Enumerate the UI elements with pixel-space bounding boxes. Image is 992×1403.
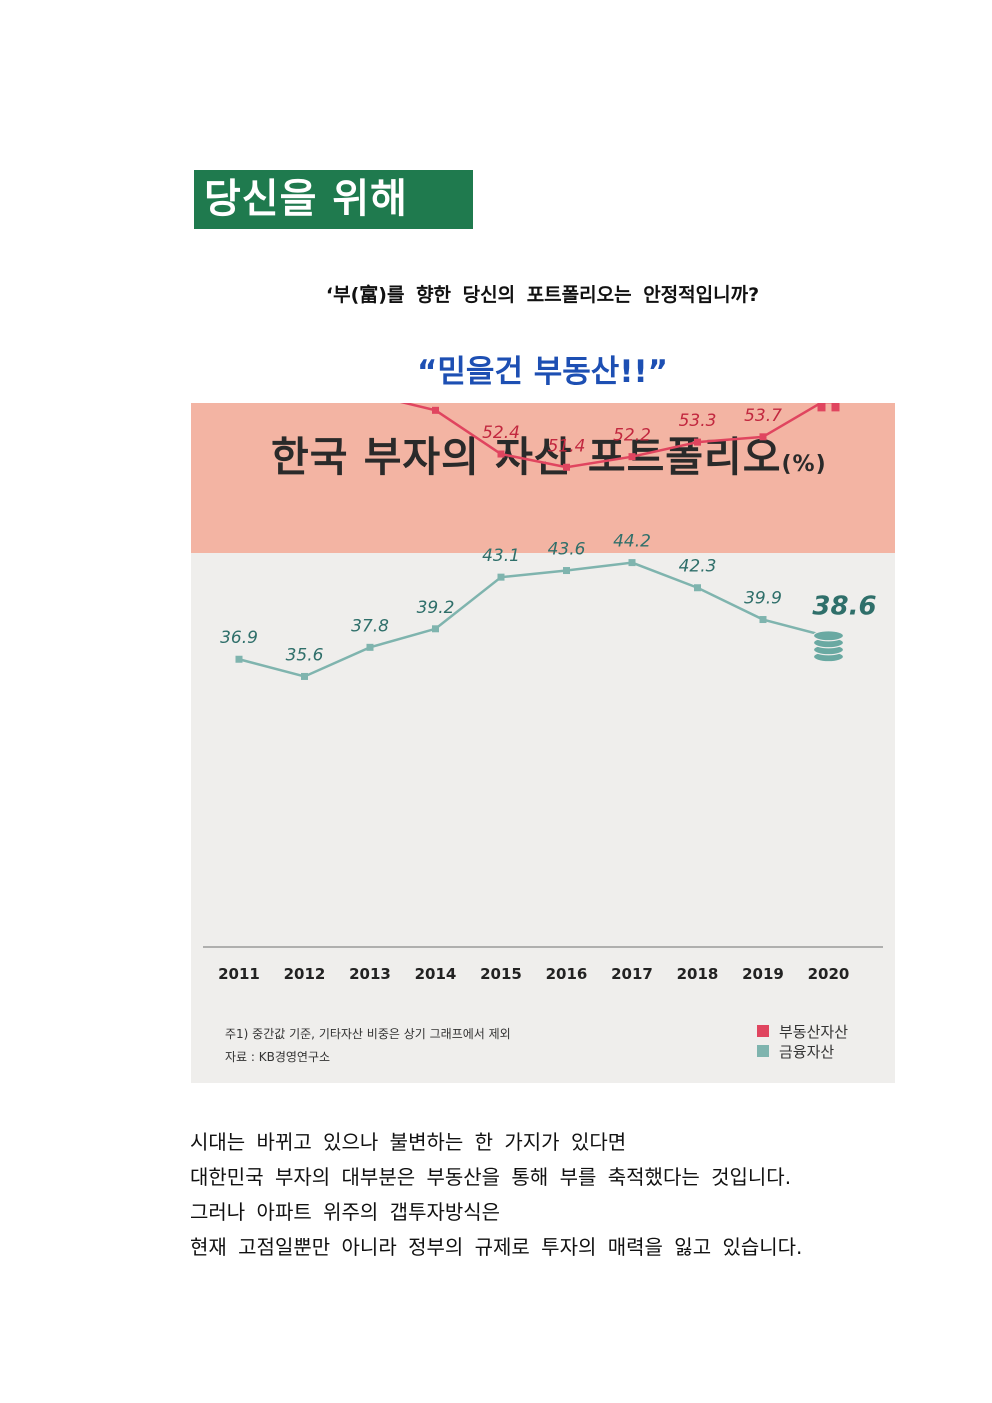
data-label: 53.3 (679, 411, 717, 431)
series-group: 58.159.556.955.752.451.452.253.353.756.6… (220, 403, 877, 680)
coin (812, 630, 845, 642)
data-point (694, 438, 701, 446)
x-tick-label: 2019 (742, 965, 784, 983)
data-label: 43.1 (482, 546, 520, 566)
body-line-1: 시대는 바뀌고 있으나 불변하는 한 가지가 있다면 (190, 1130, 627, 1154)
chart-card: 한국 부자의 자산 포트폴리오(%) 2011 2012 2013 2014 2015 2… (191, 403, 895, 1083)
series-line (238, 561, 829, 678)
data-point (759, 433, 767, 441)
data-point (497, 573, 505, 581)
legend-item-real-estate: 부동산자산 (757, 1021, 848, 1041)
line-chart: 2011 2012 2013 2014 2015 2016 2017 2018 2019 2020… (203, 403, 883, 983)
x-tick-label: 2020 (808, 965, 850, 983)
chart-source: 자료 : KB경영연구소 (225, 1050, 331, 1064)
data-label: 39.9 (744, 589, 782, 609)
body-paragraph: 시대는 바뀌고 있으나 불변하는 한 가지가 있다면 대한민국 부자의 대부분은… (190, 1125, 910, 1265)
chart-title-unit: (%) (781, 452, 827, 477)
data-label: 38.6 (812, 592, 876, 622)
legend-label-real-estate: 부동산자산 (779, 1022, 849, 1041)
body-line-2: 대한민국 부자의 대부분은 부동산을 통해 부를 축적했다는 것입니다. (190, 1165, 792, 1189)
data-point (366, 643, 374, 651)
chart-note: 주1) 중간값 기준, 기타자산 비중은 상기 그래프에서 제외 (225, 1027, 511, 1041)
legend-label-financial: 금융자산 (779, 1042, 835, 1061)
section-banner: 당신을 위해 (194, 170, 473, 229)
data-label: 44.2 (613, 532, 651, 552)
banner-title: 당신을 위해 (204, 176, 408, 222)
x-tick-labels: 2011 2012 2013 2014 2015 2016 2017 2018 2019 2020 (218, 965, 849, 983)
x-tick-label: 2016 (546, 965, 588, 983)
data-label: 52.4 (482, 423, 520, 443)
data-point (759, 616, 767, 624)
body-line-4: 현재 고점일뿐만 아니라 정부의 규제로 투자의 매력을 잃고 있습니다. (190, 1235, 803, 1259)
x-tick-label: 2017 (611, 965, 653, 983)
data-point (235, 655, 243, 663)
data-label: 36.9 (220, 628, 258, 648)
data-point (497, 450, 505, 458)
x-tick-label: 2015 (480, 965, 522, 983)
data-label: 51.4 (548, 436, 586, 456)
data-point (563, 567, 570, 575)
data-label: 37.8 (351, 616, 389, 636)
body-line-3: 그러나 아파트 위주의 갭투자방식은 (190, 1200, 501, 1224)
data-label: 43.6 (548, 540, 586, 560)
x-tick-label: 2012 (284, 965, 326, 983)
legend-item-financial: 금융자산 (757, 1041, 848, 1061)
data-point (301, 672, 308, 680)
house-shape (817, 403, 840, 412)
data-label: 52.2 (613, 426, 651, 446)
house-icon (817, 403, 840, 412)
coin-stack-icon (812, 630, 845, 663)
data-label: 53.7 (744, 406, 782, 426)
data-label: 35.6 (286, 645, 324, 665)
data-point (563, 463, 570, 471)
headline-quote: “믿을건 부동산!!” (417, 354, 668, 390)
data-label: 42.3 (679, 557, 717, 577)
data-point (432, 406, 439, 414)
x-tick-label: 2018 (677, 965, 719, 983)
x-tick-label: 2011 (218, 965, 260, 983)
data-point (628, 559, 636, 567)
data-point (694, 584, 701, 592)
data-label: 39.2 (417, 598, 455, 618)
x-tick-label: 2013 (349, 965, 391, 983)
headline-question: ‘부(富)를 향한 당신의 포트폴리오는 안정적입니까? (325, 284, 760, 306)
data-point (432, 625, 439, 633)
data-point (628, 453, 636, 461)
chart-legend: 부동산자산 금융자산 (757, 1021, 848, 1061)
legend-swatch-financial (757, 1045, 769, 1057)
legend-swatch-real-estate (757, 1025, 769, 1037)
x-tick-label: 2014 (415, 965, 457, 983)
series-line (399, 403, 824, 469)
